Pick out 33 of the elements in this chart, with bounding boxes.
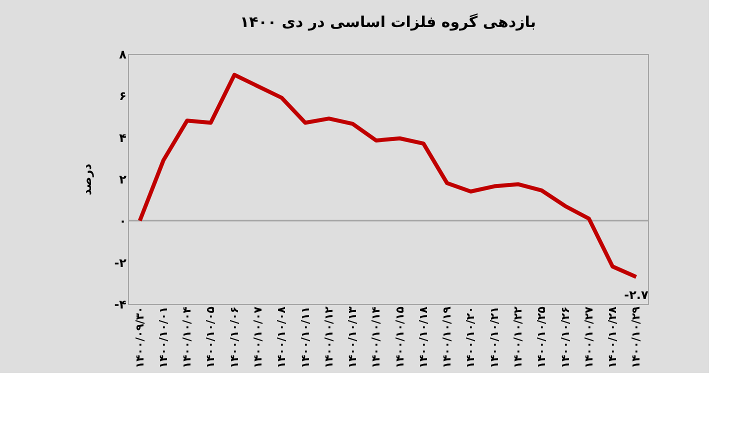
y-axis-title: درصد: [80, 164, 94, 196]
data-label: -۲.۷: [624, 288, 649, 302]
y-tick-label: ۲: [119, 172, 128, 186]
x-tick-label: ۱۴۰۰/۱۰/۰۱: [156, 306, 170, 368]
x-tick-label: ۱۴۰۰/۱۰/۰۴: [180, 306, 194, 368]
chart-title: بازدهی گروه فلزات اساسی در دی ۱۴۰۰: [240, 13, 536, 31]
x-tick-label: ۱۴۰۰/۱۰/۱۸: [416, 306, 430, 368]
x-tick-label: ۱۴۰۰/۱۰/۲۷: [582, 306, 596, 368]
x-tick-label: ۱۴۰۰/۱۰/۲۹: [630, 306, 643, 368]
x-tick-label: ۱۴۰۰/۱۰/۲۲: [512, 306, 524, 368]
y-tick-label: ۶: [119, 89, 126, 104]
x-tick-label: ۱۴۰۰/۱۰/۱۲: [322, 306, 336, 368]
x-tick-label: ۱۴۰۰/۱۰/۱۹: [440, 306, 454, 368]
y-tick-label: ۸: [119, 48, 128, 62]
x-tick-label: ۱۴۰۰/۱۰/۱۱: [298, 306, 312, 368]
x-tick-label: ۱۴۰۰/۱۰/۲۵: [535, 306, 548, 368]
x-tick-label: ۱۴۰۰/۱۰/۲۰: [464, 306, 478, 368]
x-tick-label: ۱۴۰۰/۱۰/۲۱: [488, 306, 501, 368]
x-tick-label: ۱۴۰۰/۱۰/۱۵: [393, 306, 406, 368]
y-tick-label: -۲: [114, 256, 128, 270]
x-tick-label: ۱۴۰۰/۱۰/۰۶: [228, 306, 241, 368]
x-tick-label: ۱۴۰۰/۱۰/۱۳: [346, 306, 360, 368]
x-tick-label: ۱۴۰۰/۱۰/۰۷: [252, 306, 264, 368]
x-tick-label: ۱۴۰۰/۱۰/۱۴: [370, 306, 383, 368]
x-tick-label: ۱۴۰۰/۰۹/۳۰: [133, 306, 146, 368]
x-tick-label: ۱۴۰۰/۱۰/۲۸: [606, 306, 620, 368]
x-tick-label: ۱۴۰۰/۱۰/۰۸: [275, 306, 288, 368]
y-tick-label: -۴: [114, 298, 126, 312]
x-tick-label: ۱۴۰۰/۱۰/۰۵: [204, 306, 218, 368]
x-tick-label: ۱۴۰۰/۱۰/۲۶: [558, 306, 572, 368]
y-tick-label: ۴: [119, 130, 126, 145]
y-tick-label: ۰: [119, 214, 126, 228]
line-series: [138, 72, 638, 279]
